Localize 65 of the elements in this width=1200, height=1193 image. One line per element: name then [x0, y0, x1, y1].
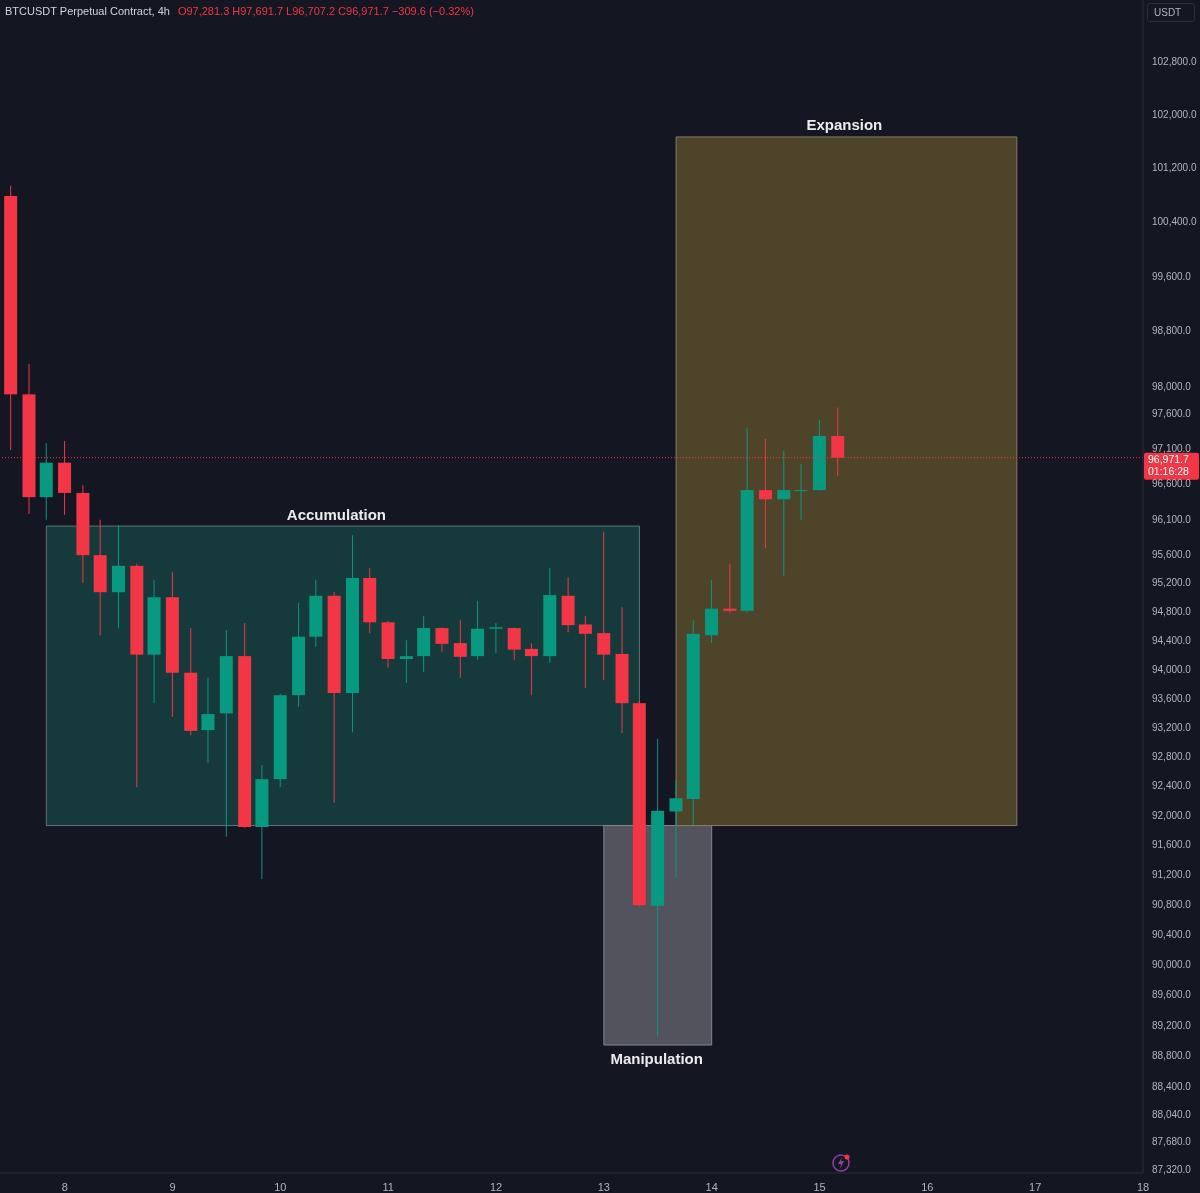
candlestick: [669, 779, 683, 879]
y-tick-label: 93,600.0: [1152, 692, 1192, 704]
y-tick-label: 102,000.0: [1152, 108, 1197, 120]
candlestick: [435, 626, 449, 653]
candlestick: [507, 626, 521, 661]
candlestick: [399, 639, 413, 684]
y-tick-label: 88,040.0: [1152, 1108, 1192, 1120]
y-tick-label: 99,600.0: [1152, 270, 1192, 282]
y-tick-label: 97,100.0: [1152, 443, 1192, 455]
x-tick-label: 13: [597, 1180, 610, 1193]
annotation: Expansion: [806, 116, 883, 134]
y-tick-label: 90,000.0: [1152, 959, 1192, 971]
text: 01:16:28: [1148, 464, 1190, 477]
y-tick-label: 87,320.0: [1152, 1164, 1192, 1176]
y-tick-label: 100,400.0: [1152, 216, 1197, 228]
y-tick-label: 94,000.0: [1152, 663, 1192, 675]
y-tick-label: 93,200.0: [1152, 721, 1192, 733]
y-tick-label: 95,200.0: [1152, 577, 1192, 589]
candlestick: [777, 450, 791, 577]
y-tick-label: 89,600.0: [1152, 989, 1192, 1001]
y-tick-label: 96,600.0: [1152, 478, 1192, 490]
x-tick-label: 9: [169, 1180, 176, 1193]
x-tick-label: 16: [921, 1180, 934, 1193]
x-tick-label: 17: [1029, 1180, 1042, 1193]
x-tick-label: 12: [489, 1180, 503, 1193]
x-tick-label: 18: [1136, 1180, 1150, 1193]
chart-subtitle: O97,281.3 H97,691.7 L96,707.2 C96,971.7 −309.6 (−0.32%): [177, 5, 474, 17]
candlestick: [489, 622, 503, 654]
candlestick: [597, 531, 611, 681]
x-tick-label: 8: [61, 1180, 68, 1193]
y-tick-label: 92,400.0: [1152, 780, 1192, 792]
y-tick-label: 95,600.0: [1152, 549, 1192, 561]
y-tick-label: 89,200.0: [1152, 1019, 1192, 1031]
x-tick-label: 14: [705, 1180, 718, 1193]
y-tick-label: 98,000.0: [1152, 380, 1192, 392]
ref-line-label: 96,971.7: [1148, 452, 1190, 465]
annotation: Manipulation: [610, 1049, 703, 1067]
y-tick-label: 90,400.0: [1152, 928, 1192, 940]
y-axis-title: USDT: [1147, 3, 1195, 22]
x-tick-label: 11: [382, 1180, 394, 1193]
y-tick-label: 102,800.0: [1152, 55, 1197, 67]
y-tick-label: 97,600.0: [1152, 408, 1192, 420]
y-tick-label: 94,400.0: [1152, 634, 1192, 646]
y-tick-label: 96,100.0: [1152, 513, 1192, 525]
y-tick-label: 92,000.0: [1152, 809, 1192, 821]
y-tick-label: 88,800.0: [1152, 1050, 1192, 1062]
y-tick-label: 87,680.0: [1152, 1136, 1192, 1148]
y-tick-label: 91,600.0: [1152, 839, 1192, 851]
candlestick: [524, 642, 538, 696]
chart-title: BTCUSDT Perpetual Contract, 4h: [5, 5, 170, 17]
candlestick: [578, 615, 592, 689]
candlestick: [723, 563, 737, 614]
candlestick: [201, 677, 215, 764]
y-tick-label: 88,400.0: [1152, 1080, 1192, 1092]
candlestick: [453, 619, 467, 679]
y-tick-label: 90,800.0: [1152, 898, 1192, 910]
candlestick: [794, 463, 808, 521]
annotation: Accumulation: [286, 505, 387, 523]
y-tick-label: 91,200.0: [1152, 869, 1192, 881]
y-tick-label: 92,800.0: [1152, 750, 1192, 762]
x-tick-label: 15: [813, 1180, 826, 1193]
y-tick-label: 94,800.0: [1152, 606, 1192, 618]
y-tick-label: 101,200.0: [1152, 162, 1197, 174]
x-tick-label: 10: [274, 1180, 287, 1193]
y-tick-label: 98,800.0: [1152, 325, 1192, 337]
